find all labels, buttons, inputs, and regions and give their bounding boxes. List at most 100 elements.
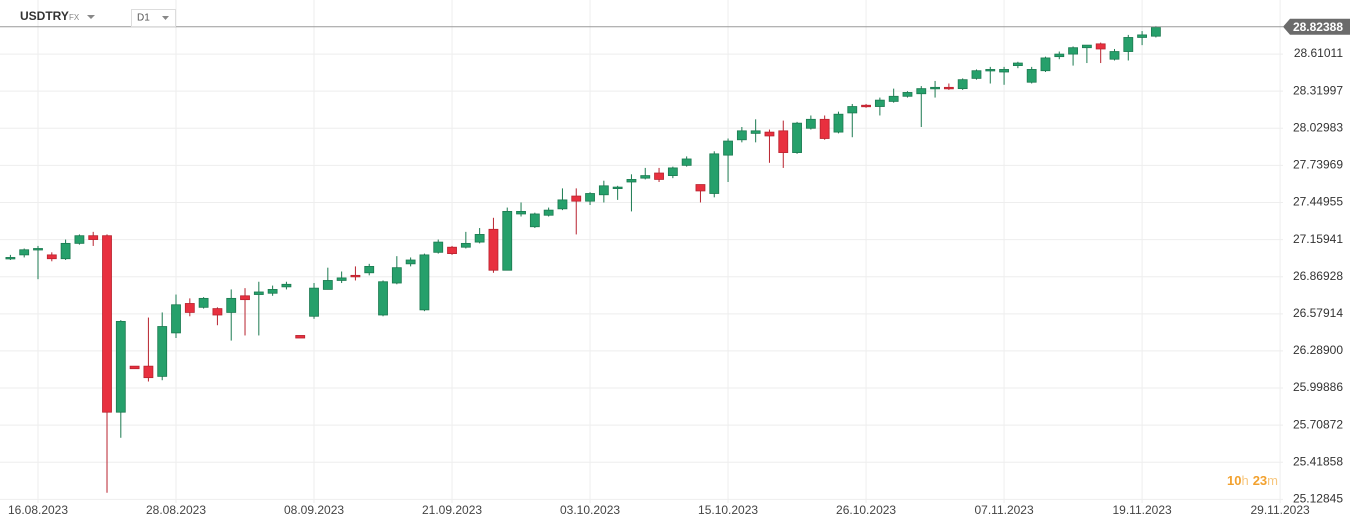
candle-body	[405, 259, 416, 265]
candle-body	[129, 365, 140, 370]
candle-body	[999, 69, 1009, 73]
market: FX	[69, 13, 80, 22]
candle-body	[88, 235, 99, 240]
candle-body	[19, 249, 30, 256]
y-tick-label: 28.02983	[1293, 120, 1343, 134]
x-tick-label: 03.10.2023	[560, 503, 620, 517]
minutes: 23	[1253, 473, 1267, 488]
candle-body	[460, 242, 471, 248]
candle-body	[1012, 62, 1023, 67]
candle-body	[419, 254, 430, 311]
candle-body	[943, 86, 954, 90]
candle-body	[874, 99, 885, 107]
current-price-label: 28.82388	[1293, 20, 1343, 34]
labels-layer: 25.12845 25.41858 25.70872 25.99886 26.28900…	[8, 18, 1350, 517]
candle-body	[833, 113, 844, 133]
candle-body	[157, 326, 168, 377]
candle-body	[267, 289, 278, 294]
candle-body	[1040, 57, 1051, 72]
candle-body	[60, 242, 71, 260]
candle-body	[1150, 26, 1161, 37]
candle-body	[74, 235, 85, 244]
candle-body	[253, 291, 264, 295]
candle-body	[115, 320, 126, 413]
candle-body	[985, 69, 996, 72]
x-tick-label: 21.09.2023	[422, 503, 482, 517]
candle-body	[447, 246, 457, 255]
x-tick-label: 15.10.2023	[698, 503, 758, 517]
countdown-hours: 10h 23m	[1227, 473, 1278, 488]
candle-body	[557, 199, 568, 210]
candle-body	[571, 195, 582, 202]
candle-body	[626, 179, 637, 183]
candle-body	[847, 106, 858, 114]
candle-body	[792, 122, 802, 153]
candle-body	[681, 158, 692, 166]
current-price-tag	[1283, 18, 1350, 35]
candle-body	[391, 267, 402, 284]
candle-body	[695, 184, 706, 192]
candle-body	[654, 172, 664, 180]
candle-body	[336, 277, 347, 281]
candle-body	[1137, 34, 1147, 38]
y-tick-label: 25.12845	[1293, 492, 1343, 506]
candle-body	[1123, 37, 1134, 52]
candle-body	[888, 95, 899, 102]
candle-body	[750, 130, 761, 134]
candle-body	[916, 88, 927, 95]
candle-body	[902, 92, 913, 97]
minutes-unit: m	[1267, 473, 1278, 488]
candle-body	[350, 274, 361, 278]
candle-body	[723, 140, 733, 156]
y-tick-label: 27.44955	[1293, 195, 1343, 209]
candle-body	[529, 213, 540, 228]
candle-body	[1068, 47, 1078, 55]
candle-body	[1054, 53, 1065, 58]
countdown: 10h 23m	[1227, 473, 1278, 488]
candle-body	[322, 280, 333, 290]
timeframe[interactable]: D1	[137, 13, 150, 24]
hours: 10	[1227, 473, 1241, 488]
candle-body	[930, 86, 940, 90]
y-tick-label: 28.31997	[1293, 83, 1343, 97]
candle-body	[819, 118, 830, 139]
marks-layer	[0, 25, 1283, 493]
y-tick-label: 27.73969	[1293, 158, 1343, 172]
candle-body	[171, 304, 181, 334]
candle-body	[585, 193, 595, 202]
x-tick-label: 19.11.2023	[1113, 503, 1172, 517]
candle-body	[212, 308, 223, 316]
candle-body	[33, 248, 43, 251]
x-tick-label: 16.08.2023	[8, 503, 68, 517]
x-tick-label: 29.11.2023	[1251, 503, 1310, 517]
candle-body	[736, 130, 747, 141]
x-tick-label: 07.11.2023	[974, 503, 1033, 517]
candle-body	[1095, 43, 1106, 50]
header: USDTRY FX D1	[20, 9, 176, 27]
candle-body	[957, 79, 968, 90]
candle-body	[295, 335, 306, 339]
candle-body	[433, 241, 444, 253]
x-tick-label: 26.10.2023	[836, 503, 896, 517]
candle-body	[764, 131, 775, 137]
candle-body	[612, 186, 623, 190]
candle-body	[198, 297, 209, 308]
timeframe-box[interactable]	[131, 9, 176, 27]
candle-body	[102, 235, 112, 413]
y-tick-label: 26.57914	[1293, 306, 1343, 320]
candle-body	[143, 365, 154, 379]
candle-body	[805, 118, 816, 129]
candle-body	[709, 153, 720, 194]
symbol-dropdown-arrow[interactable]	[87, 15, 95, 19]
y-tick-label: 28.61011	[1294, 46, 1343, 60]
symbol[interactable]: USDTRY	[20, 9, 69, 23]
y-tick-label: 27.15941	[1293, 232, 1343, 246]
candle-body	[543, 209, 554, 216]
candle-body	[5, 257, 16, 260]
x-tick-label: 28.08.2023	[146, 503, 206, 517]
y-tick-label: 26.28900	[1293, 343, 1343, 357]
y-tick-label: 26.86928	[1293, 269, 1343, 283]
timeframe-dropdown-arrow[interactable]	[162, 16, 169, 20]
candle-body	[378, 281, 388, 316]
candle-body	[640, 175, 651, 179]
